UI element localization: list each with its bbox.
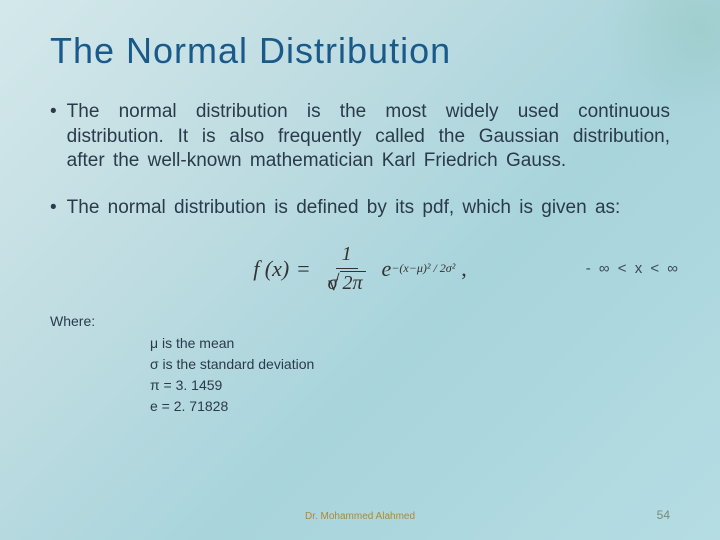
bullet-text: The normal distribution is defined by it… (67, 196, 621, 221)
where-label: Where: (50, 313, 670, 329)
where-line: μ is the mean (150, 333, 670, 354)
bullet-item: • The normal distribution is defined by … (50, 196, 670, 221)
exponent: −(x−μ)² / 2σ² (391, 261, 455, 276)
fraction-numerator: 1 (336, 243, 358, 269)
bullet-item: • The normal distribution is the most wi… (50, 100, 670, 174)
where-line: σ is the standard deviation (150, 354, 670, 375)
range-text: - ∞ < x < ∞ (586, 260, 680, 277)
fraction-denominator: σ2π (322, 269, 372, 295)
bullet-marker: • (50, 196, 57, 221)
footer-author: Dr. Mohammed Alahmed (305, 511, 415, 522)
bullet-marker: • (50, 100, 57, 174)
slide-content: The Normal Distribution • The normal dis… (0, 0, 720, 540)
footer-page-number: 54 (657, 508, 670, 522)
where-list: μ is the mean σ is the standard deviatio… (150, 333, 670, 417)
sqrt: 2π (340, 271, 366, 295)
pdf-formula: f (x) = 1 σ2π e −(x−μ)² / 2σ² , (253, 243, 467, 295)
formula-row: f (x) = 1 σ2π e −(x−μ)² / 2σ² , - ∞ < x … (50, 243, 670, 295)
sqrt-content: 2π (343, 272, 363, 294)
formula-lhs: f (x) (253, 256, 289, 282)
page-title: The Normal Distribution (50, 30, 670, 72)
bullet-text: The normal distribution is the most wide… (67, 100, 670, 174)
exp-base: e (382, 256, 392, 282)
fraction: 1 σ2π (322, 243, 372, 295)
comma: , (461, 256, 467, 282)
equals-sign: = (297, 256, 309, 282)
where-line: e = 2. 71828 (150, 396, 670, 417)
where-line: π = 3. 1459 (150, 375, 670, 396)
